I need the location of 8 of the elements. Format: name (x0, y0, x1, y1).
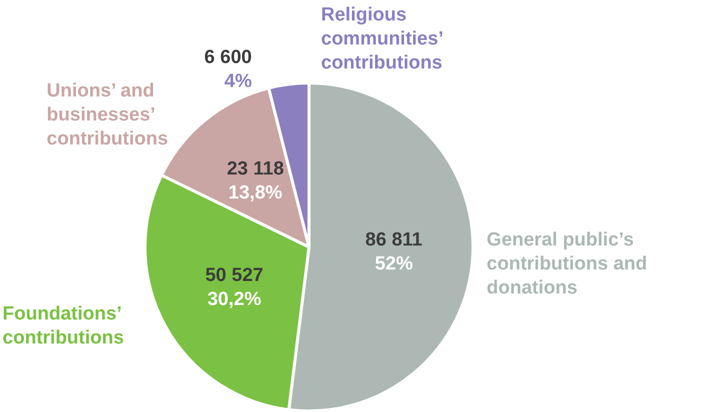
slice-label: General public’s contributions and donations (486, 229, 652, 298)
data-label: 50 527 30,2% (205, 265, 264, 310)
data-label: 6 600 4% (204, 46, 252, 92)
data-label: 86 811 52% (365, 230, 423, 275)
data-label: 23 118 13,8% (226, 158, 284, 204)
slice-label: Unions’ and businesses’ contributions (46, 80, 168, 150)
slice-label: Religious communities’ contributions (321, 4, 448, 74)
slice-label: Foundations’ contributions (2, 303, 126, 348)
